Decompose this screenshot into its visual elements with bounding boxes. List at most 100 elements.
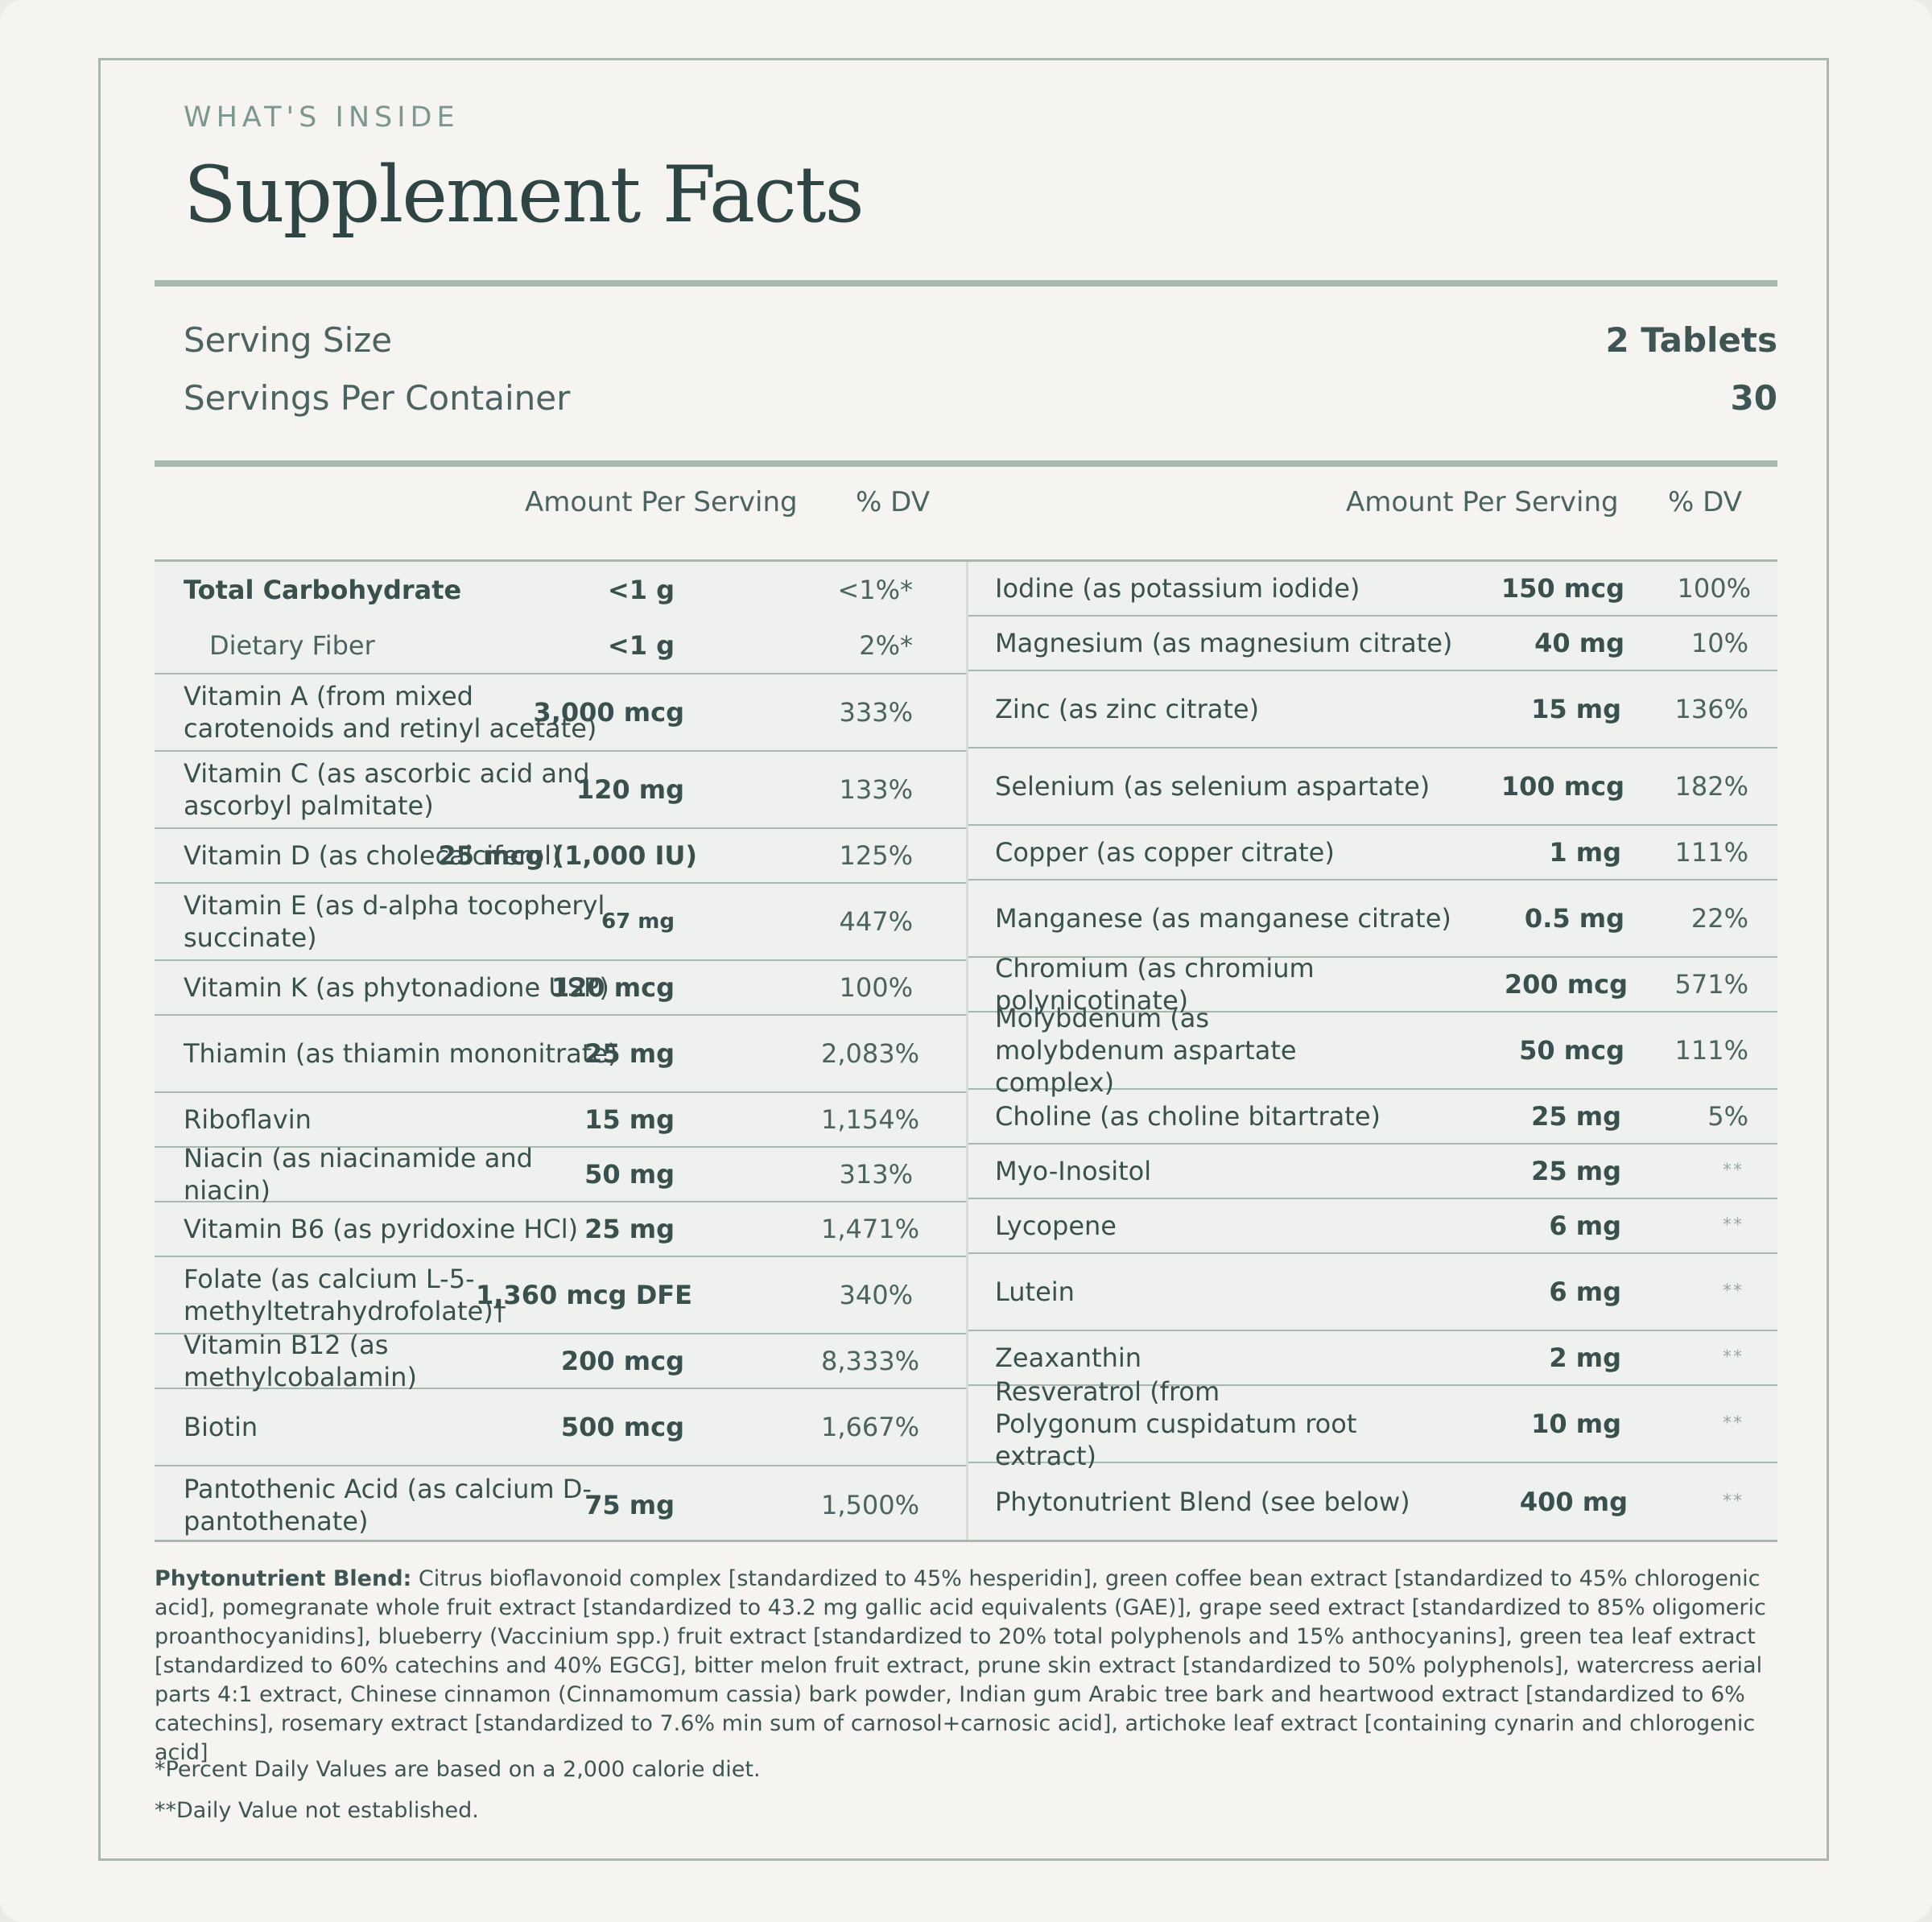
nutrient-amount: 120 mcg xyxy=(551,972,675,1003)
nutrient-name: Vitamin B12 (as methylcobalamin) xyxy=(184,1330,417,1392)
nutrient-amount: 10 mg xyxy=(1531,1409,1621,1439)
nutrient-amount: 100 mcg xyxy=(1501,771,1624,802)
table-row: Phytonutrient Blend (see below) 400 mg *… xyxy=(968,1463,1777,1540)
table-row: Folate (as calcium L-5-methyltetrahydrof… xyxy=(155,1257,966,1334)
table-row: Thiamin (as thiamin mononitrate) 25 mg 2… xyxy=(155,1016,966,1093)
table-row: Pantothenic Acid (as calcium D-pantothen… xyxy=(155,1466,966,1544)
nutrient-amount: 120 mg xyxy=(576,774,684,805)
table-row: Resveratrol (from Polygonum cuspidatum r… xyxy=(968,1376,1777,1471)
table-bottom-rule xyxy=(155,1540,1777,1542)
nutrient-dv: 100% xyxy=(1677,573,1751,604)
nutrient-dv: ** xyxy=(1723,1215,1744,1235)
table-row: Vitamin C (as ascorbic acid and ascorbyl… xyxy=(155,752,966,829)
table-row: Chromium (as chromium polynicotinate) 20… xyxy=(968,953,1777,1016)
nutrient-amount: 200 mcg xyxy=(560,1346,684,1376)
left-amount-header: Amount Per Serving xyxy=(525,486,798,518)
table-row: Biotin 500 mcg 1,667% xyxy=(155,1389,966,1466)
nutrient-name: Zeaxanthin xyxy=(995,1343,1142,1373)
nutrient-name: Iodine (as potassium iodide) xyxy=(995,573,1360,604)
nutrient-amount: 3,000 mcg xyxy=(533,697,684,728)
table-row: Vitamin K (as phytonadione USP) 120 mcg … xyxy=(155,961,966,1016)
nutrient-amount: 200 mcg xyxy=(1504,969,1628,1000)
table-row: Vitamin E (as d-alpha tocopheryl succina… xyxy=(155,884,966,961)
nutrient-amount: 500 mcg xyxy=(560,1412,684,1442)
nutrient-name: Riboflavin xyxy=(184,1104,312,1135)
nutrient-name: Phytonutrient Blend (see below) xyxy=(995,1487,1410,1517)
nutrient-dv: 333% xyxy=(839,697,913,728)
nutrient-name: Vitamin C (as ascorbic acid and ascorbyl… xyxy=(184,758,590,821)
nutrient-name: Lycopene xyxy=(995,1211,1117,1241)
nutrient-name: Total Carbohydrate xyxy=(184,575,462,605)
nutrient-amount: 25 mg xyxy=(584,1038,675,1069)
nutrient-name: Thiamin (as thiamin mononitrate) xyxy=(184,1038,618,1069)
nutrient-amount: 0.5 mg xyxy=(1524,903,1624,934)
nutrient-dv: 2%* xyxy=(859,630,913,661)
right-amount-header: Amount Per Serving xyxy=(1346,486,1619,518)
nutrient-name: Dietary Fiber xyxy=(209,630,375,661)
nutrient-name: Biotin xyxy=(184,1412,258,1442)
nutrient-name: Vitamin D (as cholecalciferol) xyxy=(184,840,562,871)
servings-per-container-label: Servings Per Container xyxy=(184,378,571,418)
table-row: Vitamin A (from mixed carotenoids and re… xyxy=(155,674,966,752)
nutrient-dv: 1,154% xyxy=(820,1104,919,1135)
table-row: Lutein 6 mg ** xyxy=(968,1254,1777,1331)
table-row: Riboflavin 15 mg 1,154% xyxy=(155,1093,966,1148)
page-title: Supplement Facts xyxy=(184,150,865,240)
nutrient-amount: 400 mg xyxy=(1519,1487,1628,1517)
nutrient-name: Magnesium (as magnesium citrate) xyxy=(995,628,1453,658)
nutrient-dv: 133% xyxy=(839,774,913,805)
nutrient-amount: 6 mg xyxy=(1549,1277,1621,1307)
nutrient-dv: ** xyxy=(1723,1413,1744,1433)
nutrient-dv: 8,333% xyxy=(820,1346,919,1376)
right-nutrient-column: Iodine (as potassium iodide) 150 mcg 100… xyxy=(968,562,1777,1540)
nutrient-amount: 67 mg xyxy=(601,909,675,934)
nutrient-dv: ** xyxy=(1723,1281,1744,1301)
nutrient-amount: 1 mg xyxy=(1549,837,1621,868)
nutrient-name: Selenium (as selenium aspartate) xyxy=(995,771,1430,802)
table-row: Selenium (as selenium aspartate) 100 mcg… xyxy=(968,749,1777,826)
nutrient-dv: 111% xyxy=(1674,837,1748,868)
nutrient-dv: <1%* xyxy=(837,575,913,605)
nutrient-dv: 125% xyxy=(839,840,913,871)
nutrient-amount: 25 mg xyxy=(584,1214,675,1244)
table-top-rule xyxy=(155,559,1777,562)
table-row: Magnesium (as magnesium citrate) 40 mg 1… xyxy=(968,617,1777,671)
serving-size-value: 2 Tablets xyxy=(1605,320,1777,360)
nutrient-name: Myo-Inositol xyxy=(995,1156,1152,1186)
nutrient-dv: 1,500% xyxy=(820,1490,919,1520)
blend-text: Citrus bioflavonoid complex [standardize… xyxy=(155,1566,1766,1765)
nutrient-amount: 15 mg xyxy=(584,1104,675,1135)
serving-rule xyxy=(155,460,1777,467)
nutrient-dv: 182% xyxy=(1674,771,1748,802)
nutrient-name: Vitamin K (as phytonadione USP) xyxy=(184,972,609,1003)
nutrient-amount: 6 mg xyxy=(1549,1211,1621,1241)
nutrient-amount: <1 g xyxy=(607,575,675,605)
blend-label: Phytonutrient Blend: xyxy=(155,1566,412,1591)
nutrient-amount: <1 g xyxy=(607,630,675,661)
nutrient-dv: 10% xyxy=(1690,628,1748,658)
nutrient-amount: 2 mg xyxy=(1549,1343,1621,1373)
nutrient-dv: 100% xyxy=(839,972,913,1003)
nutrient-amount: 25 mg xyxy=(1531,1101,1621,1132)
nutrient-dv: 111% xyxy=(1674,1035,1748,1066)
dv-footnote: *Percent Daily Values are based on a 2,0… xyxy=(155,1757,761,1782)
nutrient-dv: 1,667% xyxy=(820,1412,919,1442)
table-row: Molybdenum (as molybdenum aspartate comp… xyxy=(968,1003,1777,1098)
nutrient-name: Molybdenum (as molybdenum aspartate comp… xyxy=(995,1003,1297,1098)
table-row: Copper (as copper citrate) 1 mg 111% xyxy=(968,826,1777,881)
nutrient-dv: ** xyxy=(1723,1491,1744,1512)
nutrient-dv: 2,083% xyxy=(820,1038,919,1069)
nutrient-dv: ** xyxy=(1723,1347,1744,1367)
table-row: Zinc (as zinc citrate) 15 mg 136% xyxy=(968,671,1777,749)
nutrient-dv: ** xyxy=(1723,1161,1744,1181)
nutrient-name: Choline (as choline bitartrate) xyxy=(995,1101,1381,1132)
table-row: Myo-Inositol 25 mg ** xyxy=(968,1145,1777,1199)
not-established-footnote: **Daily Value not established. xyxy=(155,1798,479,1823)
table-row: Vitamin D (as cholecalciferol) 25 mcg (1… xyxy=(155,829,966,884)
nutrient-name: Zinc (as zinc citrate) xyxy=(995,694,1260,724)
nutrient-dv: 447% xyxy=(839,906,913,937)
table-row: Niacin (as niacinamide and niacin) 50 mg… xyxy=(155,1143,966,1206)
nutrient-name: Lutein xyxy=(995,1277,1075,1307)
nutrient-name: Folate (as calcium L-5-methyltetrahydrof… xyxy=(184,1264,506,1326)
table-row: Choline (as choline bitartrate) 25 mg 5% xyxy=(968,1090,1777,1145)
